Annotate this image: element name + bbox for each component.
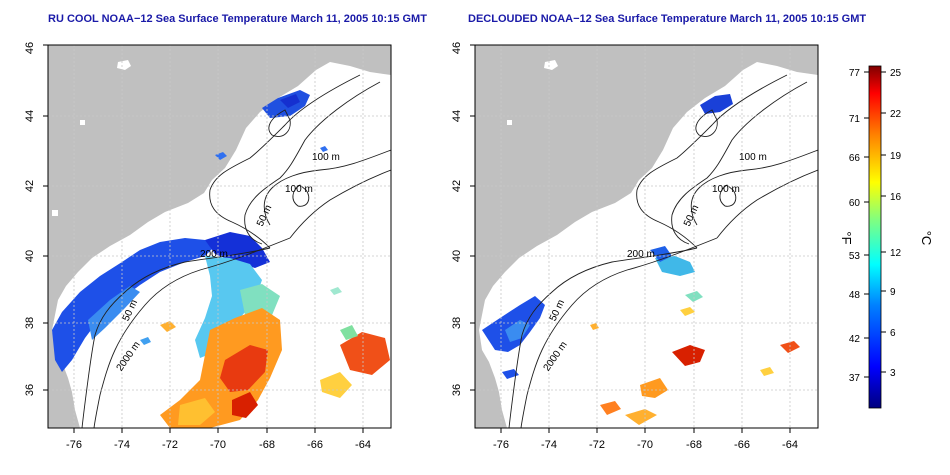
colorbar-f-tick-48: 48 (849, 290, 861, 301)
lon-tick-left-68: -68 (259, 439, 275, 451)
lat-tick-left-38: 38 (24, 317, 36, 329)
map-title-right: DECLOUDED NOAA−12 Sea Surface Temperatur… (468, 13, 867, 25)
colorbar-c-tick-22: 22 (890, 109, 902, 120)
lon-tick-right-76: -76 (493, 439, 509, 451)
colorbar-fahrenheit-label: °F (839, 231, 854, 244)
contour-label-200m-left: 200 m (200, 249, 228, 260)
lon-tick-left-64: -64 (355, 439, 371, 451)
contour-label-200m-right: 200 m (627, 249, 655, 260)
lat-tick-left-44: 44 (24, 110, 36, 122)
contour-label-100m-upper-right: 100 m (739, 152, 767, 163)
colorbar-f-tick-77: 77 (849, 68, 861, 79)
lon-tick-right-66: -66 (734, 439, 750, 451)
lat-tick-left-42: 42 (24, 180, 36, 192)
lat-tick-left-46: 46 (24, 42, 36, 54)
colorbar-c-tick-3: 3 (890, 368, 896, 379)
map-panel-left: 100 m 100 m 50 m 200 m 50 m 2000 m -76 -… (24, 42, 392, 451)
lon-tick-left-76: -76 (66, 439, 82, 451)
colorbar-celsius-label: °C (919, 231, 934, 246)
graticule-left (48, 45, 391, 428)
colorbar-c-tick-6: 6 (890, 328, 896, 339)
lat-tick-right-42: 42 (451, 180, 463, 192)
map-title-left: RU COOL NOAA−12 Sea Surface Temperature … (48, 13, 427, 25)
map-panel-right: 100 m 100 m 50 m 200 m 50 m 2000 m -76 -… (451, 42, 819, 451)
land-mass-right (475, 45, 818, 428)
lat-tick-right-40: 40 (451, 250, 463, 262)
colorbar-f-tick-60: 60 (849, 198, 861, 209)
colorbar-c-tick-12: 12 (890, 248, 902, 259)
graticule-right (475, 45, 818, 428)
contour-label-100m-lower-right: 100 m (712, 184, 740, 195)
colorbar-c-tick-16: 16 (890, 192, 902, 203)
lon-tick-right-68: -68 (686, 439, 702, 451)
lat-tick-right-44: 44 (451, 110, 463, 122)
lon-tick-right-72: -72 (589, 439, 605, 451)
lon-tick-left-66: -66 (307, 439, 323, 451)
land-mass-left (48, 45, 391, 428)
lon-tick-right-64: -64 (782, 439, 798, 451)
lon-tick-right-70: -70 (637, 439, 653, 451)
colorbar-c-tick-9: 9 (890, 287, 896, 298)
lat-tick-right-36: 36 (451, 384, 463, 396)
lat-tick-left-36: 36 (24, 384, 36, 396)
contour-label-100m-upper-left: 100 m (312, 152, 340, 163)
colorbar-f-tick-71: 71 (849, 114, 861, 125)
colorbar-gradient (868, 65, 882, 409)
colorbar-f-tick-42: 42 (849, 334, 861, 345)
lon-tick-left-74: -74 (114, 439, 130, 451)
colorbar-f-tick-53: 53 (849, 251, 861, 262)
colorbar-f-tick-66: 66 (849, 153, 861, 164)
lon-tick-right-74: -74 (541, 439, 557, 451)
lat-tick-left-40: 40 (24, 250, 36, 262)
colorbar-f-tick-37: 37 (849, 373, 861, 384)
colorbar-c-tick-19: 19 (890, 151, 902, 162)
colorbar-c-tick-25: 25 (890, 68, 902, 79)
lat-tick-right-38: 38 (451, 317, 463, 329)
lon-tick-left-72: -72 (162, 439, 178, 451)
lat-tick-right-46: 46 (451, 42, 463, 54)
colorbar: 77 71 66 60 53 48 42 37 25 22 19 16 12 9… (839, 65, 934, 409)
contour-label-100m-lower-left: 100 m (285, 184, 313, 195)
lon-tick-left-70: -70 (210, 439, 226, 451)
